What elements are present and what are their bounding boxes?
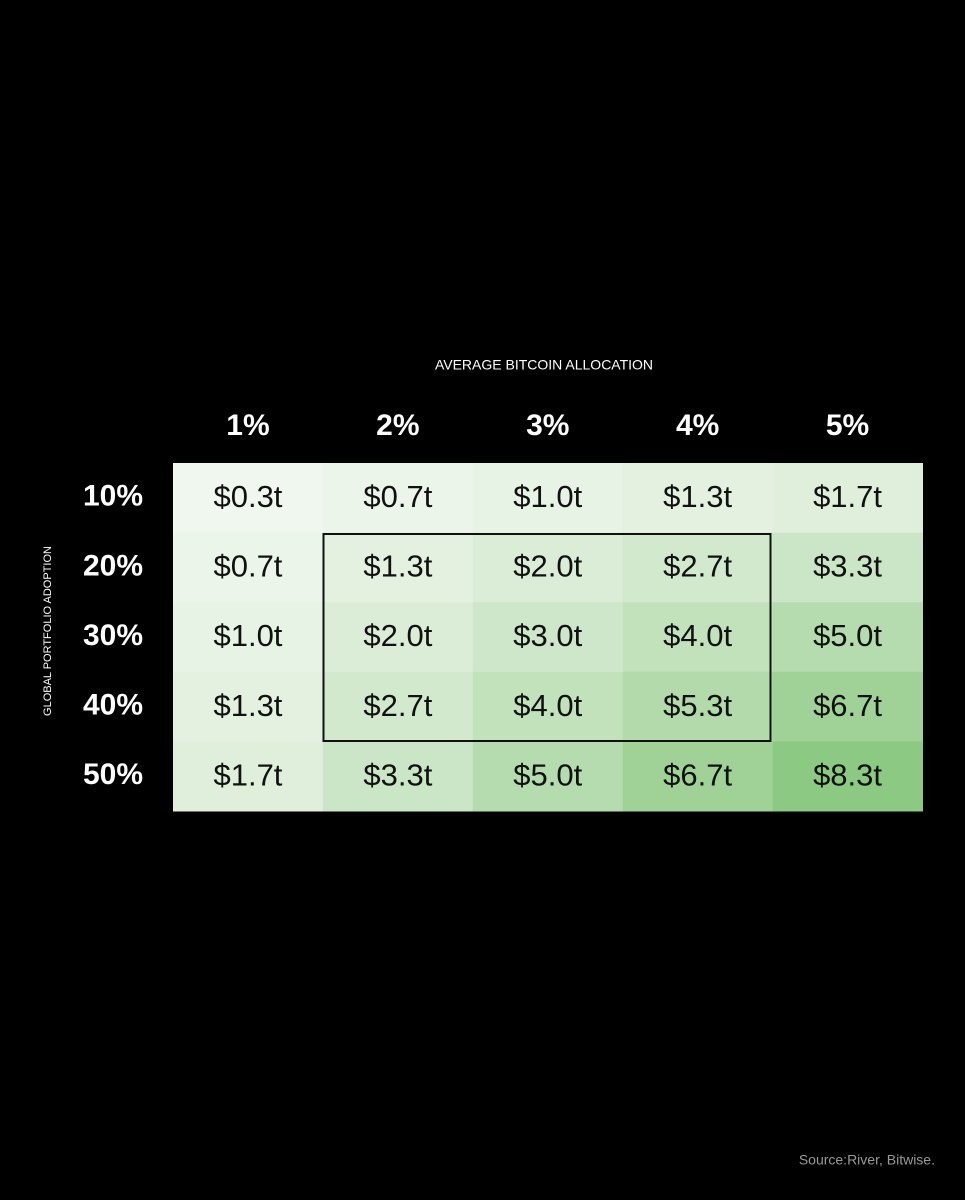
cell-label: $5.0t xyxy=(813,618,882,653)
cell-label: $4.0t xyxy=(663,618,732,653)
column-header: 2% xyxy=(376,409,419,442)
cell-label: $5.0t xyxy=(513,757,582,792)
column-header: 1% xyxy=(226,409,269,442)
cell xyxy=(322,741,474,812)
cell xyxy=(772,463,923,534)
cell xyxy=(472,741,624,812)
cell xyxy=(322,671,474,742)
cell-label: $0.7t xyxy=(213,549,282,584)
cell-label: $6.7t xyxy=(663,757,732,792)
cell-label: $1.0t xyxy=(213,618,282,653)
cell xyxy=(322,463,474,534)
cell xyxy=(472,671,624,742)
chart-title: AVERAGE BITCOIN ALLOCATION xyxy=(435,357,653,373)
cell-label: $1.3t xyxy=(213,688,282,723)
cell xyxy=(772,671,923,742)
cell-label: $1.3t xyxy=(363,549,432,584)
cell-label: $3.3t xyxy=(813,549,882,584)
cell xyxy=(472,463,624,534)
cell xyxy=(173,741,324,812)
row-header: 50% xyxy=(83,758,143,791)
cell-label: $3.0t xyxy=(513,618,582,653)
row-header: 20% xyxy=(83,549,143,582)
cell-label: $1.3t xyxy=(663,479,732,514)
cell xyxy=(772,602,923,673)
cell xyxy=(173,602,324,673)
row-header: 40% xyxy=(83,689,143,722)
cell-label: $2.7t xyxy=(663,549,732,584)
cell xyxy=(622,602,774,673)
cell xyxy=(622,463,774,534)
cell-label: $1.7t xyxy=(213,757,282,792)
column-header: 3% xyxy=(526,409,569,442)
cell-label: $5.3t xyxy=(663,688,732,723)
cell-label: $2.0t xyxy=(363,618,432,653)
column-header: 5% xyxy=(826,409,869,442)
cell-label: $4.0t xyxy=(513,688,582,723)
cell xyxy=(622,532,774,603)
cell-label: $1.7t xyxy=(813,479,882,514)
cell-label: $1.0t xyxy=(513,479,582,514)
cell xyxy=(622,741,774,812)
cell xyxy=(322,532,474,603)
row-header: 30% xyxy=(83,619,143,652)
cell xyxy=(622,671,774,742)
row-header: 10% xyxy=(83,480,143,513)
cell-label: $0.7t xyxy=(363,479,432,514)
cell-label: $2.7t xyxy=(363,688,432,723)
cell-label: $8.3t xyxy=(813,757,882,792)
cell-label: $2.0t xyxy=(513,549,582,584)
y-axis-label: GLOBAL PORTFOLIO ADOPTION xyxy=(42,546,54,716)
cell-label: $3.3t xyxy=(363,757,432,792)
cell xyxy=(772,532,923,603)
cell xyxy=(472,532,624,603)
highlight-box xyxy=(322,533,772,742)
cell-label: $0.3t xyxy=(213,479,282,514)
cell xyxy=(173,532,324,603)
cell xyxy=(322,602,474,673)
heatmap: $0.3t $0.7t $1.0t $1.3t $1.7t $0.7t $1.3t $2.0t… xyxy=(173,463,923,812)
cell xyxy=(472,602,624,673)
source: Source:River, Bitwise. xyxy=(799,1152,935,1168)
cell xyxy=(772,741,923,812)
column-header: 4% xyxy=(676,409,719,442)
cell xyxy=(173,463,324,534)
cell xyxy=(173,671,324,742)
cell-label: $6.7t xyxy=(813,688,882,723)
